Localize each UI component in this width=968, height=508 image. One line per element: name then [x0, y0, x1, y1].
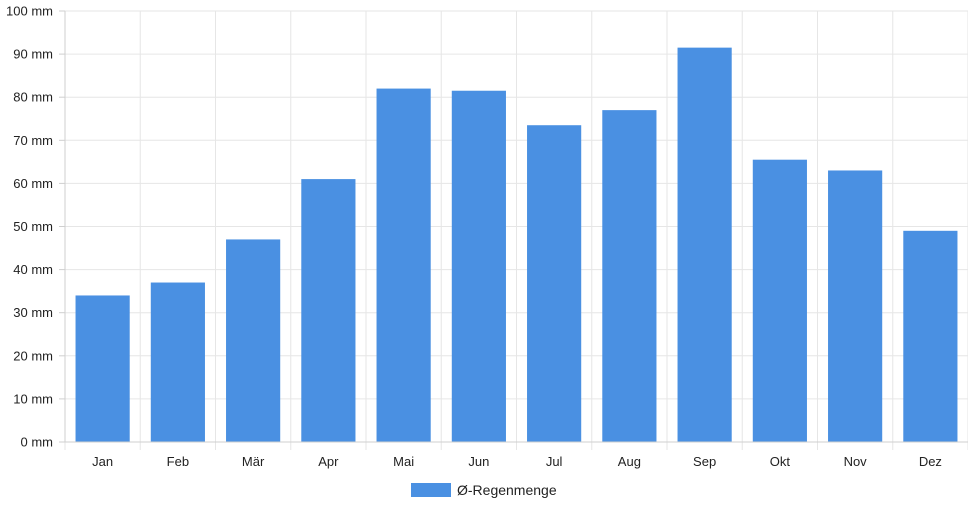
x-tick-label: Jun — [468, 454, 489, 469]
y-tick-label: 100 mm — [6, 4, 53, 19]
bar-mai[interactable] — [376, 88, 431, 442]
y-axis-labels: 0 mm 10 mm 20 mm 30 mm 40 mm 50 mm 60 mm 70 mm 8… — [6, 4, 53, 450]
bar-aug[interactable] — [602, 110, 657, 442]
y-tick-label: 50 mm — [13, 219, 53, 234]
bar-dez[interactable] — [903, 230, 958, 442]
y-tick-label: 30 mm — [13, 305, 53, 320]
bar-jan[interactable] — [75, 295, 130, 442]
x-tick-label: Mai — [393, 454, 414, 469]
y-tick-label: 80 mm — [13, 90, 53, 105]
legend-swatch[interactable] — [411, 483, 451, 497]
x-tick-label: Jul — [546, 454, 563, 469]
x-tick-label: Okt — [770, 454, 791, 469]
bar-jun[interactable] — [451, 90, 506, 443]
y-tick-label: 40 mm — [13, 262, 53, 277]
bar-okt[interactable] — [752, 159, 807, 442]
bar-jul[interactable] — [527, 125, 582, 442]
y-tick-label: 70 mm — [13, 133, 53, 148]
bar-apr[interactable] — [301, 179, 356, 442]
x-tick-label: Aug — [618, 454, 641, 469]
y-tick-label: 90 mm — [13, 47, 53, 62]
chart-bars — [75, 47, 958, 443]
x-tick-label: Nov — [844, 454, 868, 469]
x-tick-label: Apr — [318, 454, 339, 469]
bar-mär[interactable] — [226, 239, 281, 442]
bar-sep[interactable] — [677, 47, 732, 442]
x-tick-label: Sep — [693, 454, 716, 469]
chart-legend[interactable]: Ø-Regenmenge — [411, 482, 557, 498]
x-tick-label: Dez — [919, 454, 942, 469]
y-tick-label: 60 mm — [13, 176, 53, 191]
x-axis-labels: Jan Feb Mär Apr Mai Jun Jul Aug Sep Okt Nov Dez — [92, 454, 942, 469]
y-tick-label: 20 mm — [13, 348, 53, 363]
y-tick-label: 0 mm — [21, 435, 54, 450]
x-tick-label: Feb — [167, 454, 189, 469]
bar-feb[interactable] — [150, 282, 205, 442]
bar-nov[interactable] — [828, 170, 883, 442]
x-tick-label: Mär — [242, 454, 265, 469]
chart-axes — [59, 10, 968, 443]
x-tick-label: Jan — [92, 454, 113, 469]
y-tick-label: 10 mm — [13, 391, 53, 406]
legend-label[interactable]: Ø-Regenmenge — [457, 482, 557, 498]
